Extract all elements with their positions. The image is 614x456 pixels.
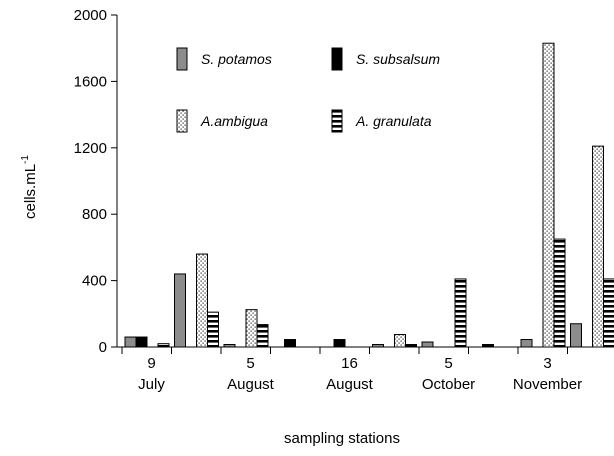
x-tick-label-day: 9 <box>147 355 155 372</box>
y-axis-label-superscript: -1 <box>20 155 31 164</box>
y-tick-label: 0 <box>99 339 107 356</box>
y-tick-label: 800 <box>82 206 107 223</box>
x-axis-label: sampling stations <box>284 430 400 447</box>
x-tick-label-month: August <box>227 376 275 393</box>
bar-a-granulata-2 <box>256 324 269 348</box>
bar-a-ambigua-1 <box>196 253 208 348</box>
x-tick-label-month: July <box>138 376 165 393</box>
bar-a-ambigua-9 <box>592 145 604 348</box>
bar-a-granulata-9 <box>603 278 614 348</box>
bar-s-potamos-6 <box>421 341 434 348</box>
y-ticks-layer: 0 400 800 1200 1600 2000 <box>74 7 117 356</box>
bar-s-subsalsum-0 <box>135 336 148 348</box>
y-tick-label: 2000 <box>74 7 107 24</box>
x-tick-label-day: 5 <box>246 355 254 372</box>
x-labels-layer: 9 July 5 August 16 August 5 October 3 November <box>138 355 582 393</box>
legend: S. potamos S. subsalsum A.ambigua A. granul… <box>176 47 440 133</box>
legend-swatch-a-ambigua <box>176 109 188 133</box>
y-axis-label: cells.mL-1 <box>20 155 39 219</box>
legend-label-s-subsalsum: S. subsalsum <box>356 51 440 67</box>
legend-label-a-granulata: A. granulata <box>355 113 432 129</box>
x-tick-label-day: 3 <box>543 355 551 372</box>
axes-layer <box>116 15 614 354</box>
legend-swatch-s-subsalsum <box>331 47 343 71</box>
bar-a-granulata-1 <box>207 311 219 348</box>
bar-s-potamos-9 <box>570 323 582 348</box>
bar-a-ambigua-8 <box>542 42 555 348</box>
y-tick-label: 1200 <box>74 140 107 157</box>
bar-s-subsalsum-4 <box>333 339 346 348</box>
x-tick-label-month: August <box>326 376 374 393</box>
legend-label-a-ambigua: A.ambigua <box>200 113 268 129</box>
legend-label-s-potamos: S. potamos <box>201 51 272 67</box>
x-tick-label-day: 5 <box>444 355 452 372</box>
bar-a-ambigua-5 <box>394 334 406 348</box>
y-tick-label: 400 <box>82 273 107 290</box>
bar-a-ambigua-2 <box>245 309 258 348</box>
bar-s-potamos-8 <box>520 339 533 348</box>
x-tick-label-month: November <box>513 376 582 393</box>
y-tick-label: 1600 <box>74 73 107 90</box>
x-tick-label-day: 16 <box>341 355 358 372</box>
bar-s-potamos-1 <box>174 273 186 348</box>
bars-layer <box>124 42 614 348</box>
bar-a-granulata-6 <box>454 278 467 348</box>
y-axis-label-main: cells.mL <box>22 164 39 219</box>
bar-s-subsalsum-3 <box>284 339 296 348</box>
bar-a-granulata-8 <box>553 238 566 348</box>
x-tick-label-month: October <box>422 376 475 393</box>
legend-swatch-s-potamos <box>176 47 188 71</box>
legend-swatch-a-granulata <box>331 109 343 133</box>
bar-s-potamos-0 <box>124 336 137 348</box>
